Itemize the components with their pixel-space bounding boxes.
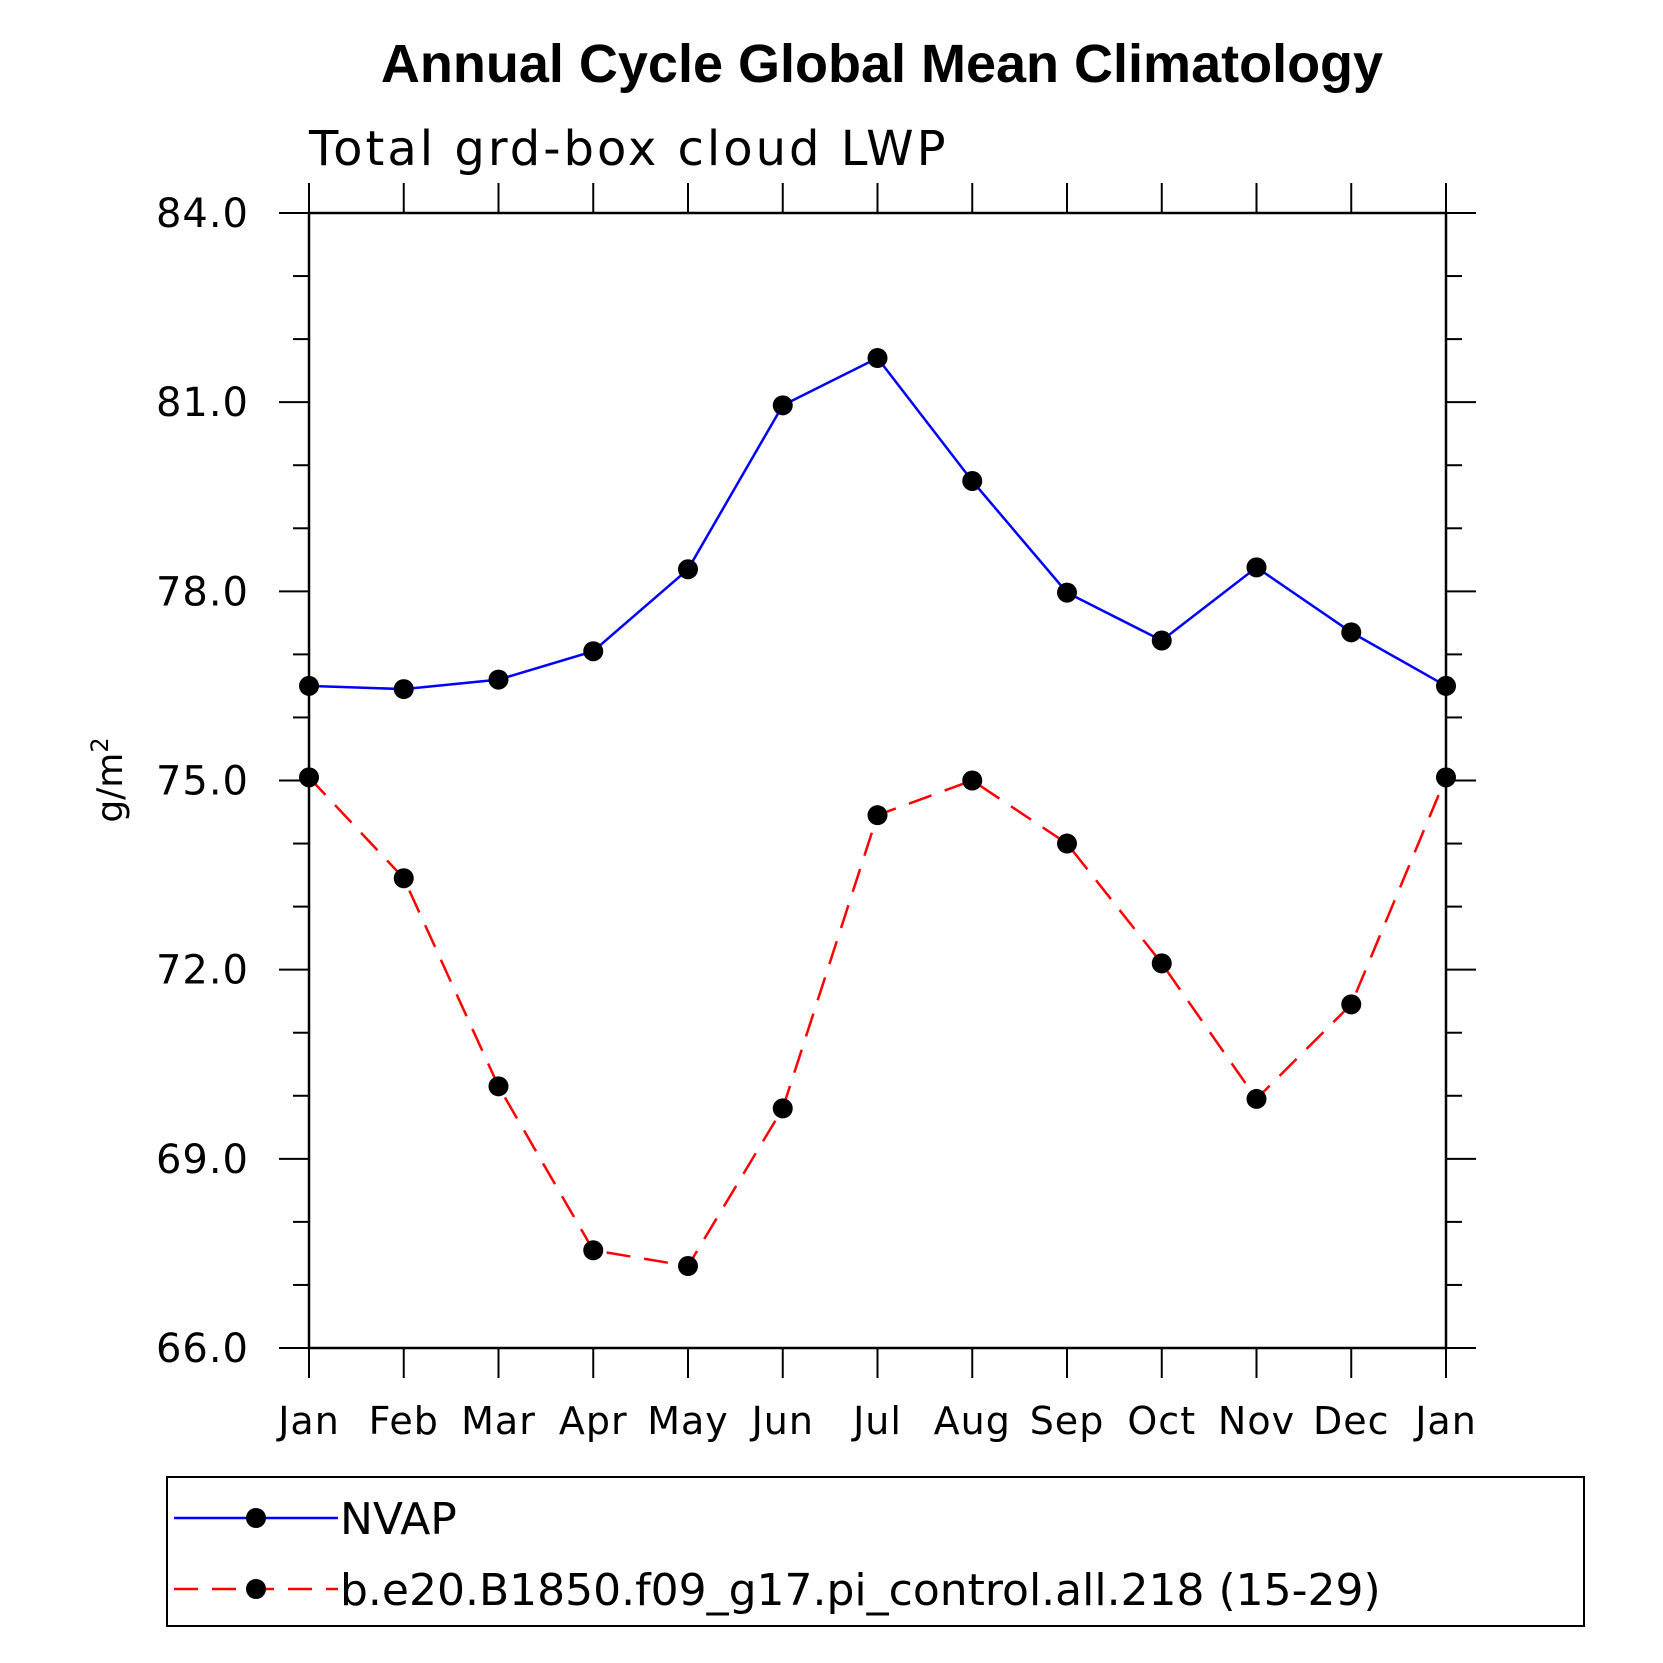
data-point — [393, 679, 414, 700]
x-tick-labels: Jan Feb Mar Apr May Jun Jul Aug Sep Oct Nov Dec Jan — [276, 1399, 1477, 1443]
legend-marker-1 — [246, 1579, 266, 1599]
x-tick-label: Dec — [1313, 1399, 1390, 1443]
data-point — [772, 395, 793, 416]
x-tick-label: Jun — [750, 1399, 814, 1443]
chart-subtitle: Total grd-box cloud LWP — [308, 121, 949, 177]
data-point — [1246, 1088, 1267, 1109]
data-point — [1057, 582, 1077, 603]
x-tick-label: Apr — [559, 1399, 628, 1443]
x-tick-label: Jan — [276, 1399, 340, 1443]
y-tick-label: 72.0 — [156, 948, 249, 994]
y-tick-label: 84.0 — [156, 191, 249, 237]
legend-label-1: b.e20.B1850.f09_g17.pi_control.all.218 (… — [340, 1565, 1381, 1616]
y-tick-labels: 66.0 69.0 72.0 75.0 78.0 81.0 84.0 — [156, 191, 249, 1372]
x-tick-label: Nov — [1218, 1399, 1295, 1443]
x-tick-label: Aug — [934, 1399, 1011, 1443]
y-axis-label-unit: g/m — [90, 753, 131, 823]
data-point — [772, 1098, 793, 1119]
data-point — [299, 767, 319, 788]
x-tick-label: Feb — [369, 1399, 439, 1443]
y-tick-label: 66.0 — [156, 1326, 249, 1372]
data-point — [1436, 675, 1456, 696]
series-line-1 — [308, 776, 1448, 1268]
data-point — [488, 669, 509, 690]
data-point — [962, 770, 983, 791]
y-tick-label: 69.0 — [156, 1137, 249, 1183]
plot-frame — [307, 211, 1448, 1350]
data-point — [1151, 630, 1172, 651]
legend-marker-0 — [246, 1508, 266, 1528]
data-point — [583, 1240, 604, 1261]
data-point — [678, 559, 698, 580]
x-tick-label: Sep — [1030, 1399, 1105, 1443]
y-axis-label-superscript: 2 — [86, 737, 114, 752]
data-point — [583, 641, 604, 662]
y-axis-label: g/m2 — [86, 737, 131, 822]
legend-box — [166, 1476, 1585, 1627]
x-tick-label: May — [647, 1399, 729, 1443]
data-point — [299, 675, 319, 696]
y-tick-label: 81.0 — [156, 380, 249, 426]
data-point — [1246, 557, 1267, 578]
y-tick-label: 75.0 — [156, 759, 249, 805]
data-point — [488, 1076, 509, 1097]
y-tick-label: 78.0 — [156, 569, 249, 615]
data-point — [1057, 833, 1077, 854]
data-point — [962, 470, 983, 491]
data-point — [867, 348, 888, 369]
x-tick-label: Jul — [851, 1399, 902, 1443]
series-markers — [299, 348, 1456, 1277]
data-point — [1151, 953, 1172, 974]
x-tick-label: Oct — [1127, 1399, 1196, 1443]
legend-label-0: NVAP — [340, 1494, 457, 1545]
series-line-0 — [308, 356, 1447, 691]
data-point — [1341, 622, 1362, 643]
data-point — [1436, 767, 1456, 788]
data-point — [1341, 994, 1362, 1015]
data-point — [678, 1256, 698, 1277]
x-tick-label: Mar — [461, 1399, 536, 1443]
data-point — [867, 805, 888, 826]
data-point — [393, 868, 414, 889]
chart-title: Annual Cycle Global Mean Climatology — [381, 34, 1383, 94]
x-tick-label: Jan — [1413, 1399, 1477, 1443]
legend: NVAP b.e20.B1850.f09_g17.pi_control.all.2… — [166, 1476, 1585, 1627]
